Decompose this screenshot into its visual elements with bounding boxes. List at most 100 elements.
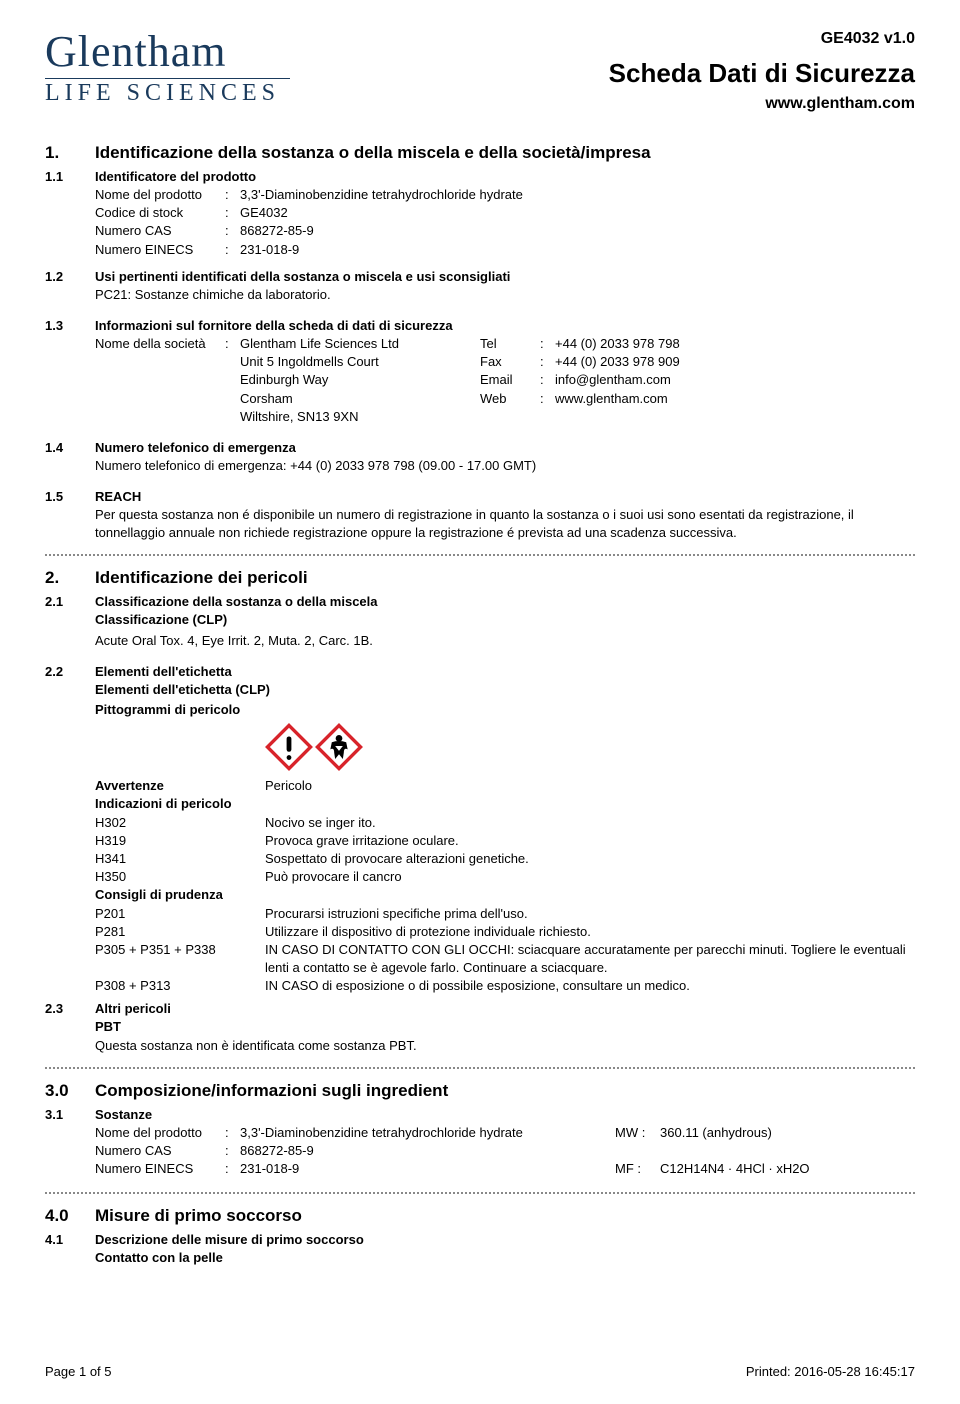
subsection-title: Numero telefonico di emergenza — [95, 440, 296, 455]
precaution-text: IN CASO di esposizione o di possibile es… — [265, 977, 915, 995]
subsection-1-4: 1.4 Numero telefonico di emergenza — [45, 440, 915, 455]
section-divider — [45, 1192, 915, 1194]
skin-contact-label: Contatto con la pelle — [95, 1249, 915, 1267]
classification-text: Acute Oral Tox. 4, Eye Irrit. 2, Muta. 2… — [95, 632, 915, 650]
subsection-number: 1.1 — [45, 169, 95, 184]
section-title: Misure di primo soccorso — [95, 1206, 302, 1226]
product-name: 3,3'-Diaminobenzidine tetrahydrochloride… — [240, 186, 915, 204]
subsection-title: Informazioni sul fornitore della scheda … — [95, 318, 453, 333]
subsection-2-2: 2.2 Elementi dell'etichetta — [45, 664, 915, 679]
comp-product-name: 3,3'-Diaminobenzidine tetrahydrochloride… — [240, 1124, 615, 1142]
subsection-number: 2.3 — [45, 1001, 95, 1016]
subsection-title: Altri pericoli — [95, 1001, 171, 1016]
fax: +44 (0) 2033 978 909 — [555, 353, 680, 371]
comp-einecs: 231-018-9 — [240, 1160, 615, 1178]
classification-clp-label: Classificazione (CLP) — [95, 611, 915, 629]
precaution-code: P308 + P313 — [95, 977, 265, 995]
contact-label: Web — [480, 390, 540, 408]
subsection-number: 1.3 — [45, 318, 95, 333]
contact-label: Email — [480, 371, 540, 389]
logo-top-text: Glentham — [45, 30, 290, 74]
ghs-health-hazard-icon — [315, 723, 363, 771]
subsection-2-3: 2.3 Altri pericoli — [45, 1001, 915, 1016]
field-label: Nome del prodotto — [95, 186, 225, 204]
print-timestamp: Printed: 2016-05-28 16:45:17 — [746, 1364, 915, 1379]
email: info@glentham.com — [555, 371, 671, 389]
field-label: Nome del prodotto — [95, 1124, 225, 1142]
subsection-title: Identificatore del prodotto — [95, 169, 256, 184]
company-address: Glentham Life Sciences Ltd Unit 5 Ingold… — [240, 335, 480, 426]
subsection-number: 2.1 — [45, 594, 95, 609]
hazard-text: Sospettato di provocare alterazioni gene… — [265, 850, 915, 868]
subsection-title: Sostanze — [95, 1107, 152, 1122]
section-1-header: 1. Identificazione della sostanza o dell… — [45, 143, 915, 163]
precaution-statements: P201Procurarsi istruzioni specifiche pri… — [95, 905, 915, 996]
subsection-number: 1.2 — [45, 269, 95, 284]
comp-cas: 868272-85-9 — [240, 1142, 615, 1160]
precaution-text: Procurarsi istruzioni specifiche prima d… — [265, 905, 915, 923]
stock-code: GE4032 — [240, 204, 915, 222]
subsection-number: 1.4 — [45, 440, 95, 455]
molecular-formula: C12H14N4 · 4HCl · xH2O — [660, 1160, 810, 1178]
company-logo: Glentham LIFE SCIENCES — [45, 30, 290, 105]
subsection-title: Classificazione della sostanza o della m… — [95, 594, 378, 609]
section-number: 1. — [45, 143, 95, 163]
subsection-title: Usi pertinenti identificati della sostan… — [95, 269, 510, 284]
field-label: Numero CAS — [95, 222, 225, 240]
subsection-4-1: 4.1 Descrizione delle misure di primo so… — [45, 1232, 915, 1247]
supplier-info: Nome della società : Glentham Life Scien… — [95, 335, 915, 426]
logo-bottom-text: LIFE SCIENCES — [45, 81, 290, 105]
field-label: Numero CAS — [95, 1142, 225, 1160]
precaution-text: Utilizzare il dispositivo di protezione … — [265, 923, 915, 941]
subsection-1-3: 1.3 Informazioni sul fornitore della sch… — [45, 318, 915, 333]
label-elements-clp: Elementi dell'etichetta (CLP) — [95, 681, 915, 699]
section-title: Composizione/informazioni sugli ingredie… — [95, 1081, 448, 1101]
pbt-label: PBT — [95, 1018, 915, 1036]
pbt-text: Questa sostanza non è identificata come … — [95, 1037, 915, 1055]
section-3-header: 3.0 Composizione/informazioni sugli ingr… — [45, 1081, 915, 1101]
section-4-header: 4.0 Misure di primo soccorso — [45, 1206, 915, 1226]
section-number: 4.0 — [45, 1206, 95, 1226]
section-divider — [45, 554, 915, 556]
precaution-row: P201Procurarsi istruzioni specifiche pri… — [95, 905, 915, 923]
mw-label: MW : — [615, 1124, 660, 1142]
field-label: Numero EINECS — [95, 1160, 225, 1178]
signal-word-label: Avvertenze — [95, 777, 265, 795]
precaution-code: P201 — [95, 905, 265, 923]
subsection-number: 3.1 — [45, 1107, 95, 1122]
signal-word-row: Avvertenze Pericolo — [95, 777, 915, 795]
logo-divider — [45, 78, 290, 79]
subsection-title: Elementi dell'etichetta — [95, 664, 232, 679]
signal-word: Pericolo — [265, 777, 915, 795]
document-title: Scheda Dati di Sicurezza — [609, 58, 915, 89]
hazard-row: H341Sospettato di provocare alterazioni … — [95, 850, 915, 868]
molecular-weight: 360.11 (anhydrous) — [660, 1124, 772, 1142]
subsection-number: 4.1 — [45, 1232, 95, 1247]
document-website: www.glentham.com — [609, 95, 915, 113]
composition: Nome del prodotto : 3,3'-Diaminobenzidin… — [95, 1124, 915, 1179]
hazard-code: H350 — [95, 868, 265, 886]
field-label: Numero EINECS — [95, 241, 225, 259]
precaution-code: P305 + P351 + P338 — [95, 941, 265, 977]
subsection-title: Descrizione delle misure di primo soccor… — [95, 1232, 364, 1247]
subsection-1-2: 1.2 Usi pertinenti identificati della so… — [45, 269, 915, 284]
hazard-code: H319 — [95, 832, 265, 850]
field-label: Nome della società — [95, 335, 225, 426]
hazard-code: H302 — [95, 814, 265, 832]
reach-text: Per questa sostanza non é disponibile un… — [95, 506, 915, 542]
subsection-number: 1.5 — [45, 489, 95, 504]
subsection-number: 2.2 — [45, 664, 95, 679]
precaution-row: P281Utilizzare il dispositivo di protezi… — [95, 923, 915, 941]
contact-label: Fax — [480, 353, 540, 371]
header-right: GE4032 v1.0 Scheda Dati di Sicurezza www… — [609, 30, 915, 113]
einecs-number: 231-018-9 — [240, 241, 915, 259]
subsection-3-1: 3.1 Sostanze — [45, 1107, 915, 1122]
hazard-statements: H302Nocivo se inger ito.H319Provoca grav… — [95, 814, 915, 887]
section-title: Identificazione dei pericoli — [95, 568, 308, 588]
hazard-text: Può provocare il cancro — [265, 868, 915, 886]
hazard-statements-label: Indicazioni di pericolo — [95, 795, 915, 813]
page-footer: Page 1 of 5 Printed: 2016-05-28 16:45:17 — [45, 1364, 915, 1379]
precaution-text: IN CASO DI CONTATTO CON GLI OCCHI: sciac… — [265, 941, 915, 977]
subsection-2-1: 2.1 Classificazione della sostanza o del… — [45, 594, 915, 609]
cas-number: 868272-85-9 — [240, 222, 915, 240]
